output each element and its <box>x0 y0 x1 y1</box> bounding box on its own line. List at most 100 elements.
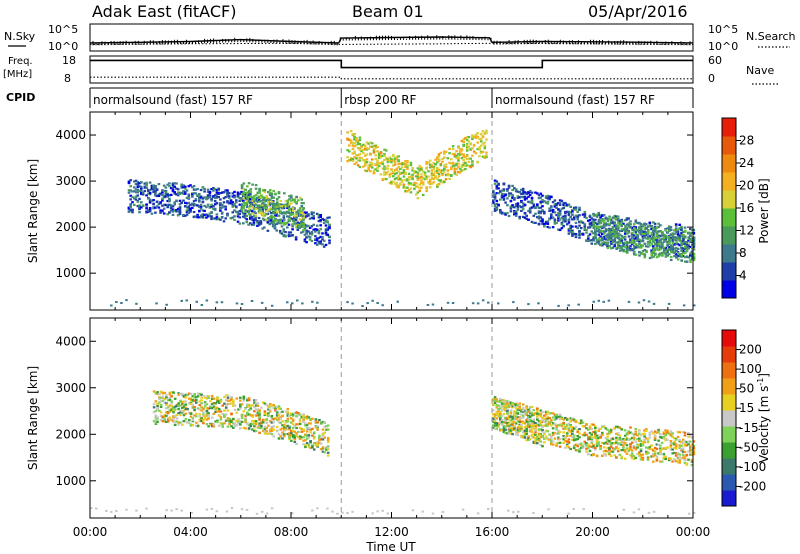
echo-pixel <box>521 192 525 195</box>
echo-pixel <box>471 302 475 305</box>
echo-pixel <box>212 207 215 211</box>
echo-pixel <box>270 216 274 219</box>
echo-pixel <box>564 416 567 420</box>
echo-pixel <box>321 420 325 424</box>
echo-pixel <box>267 415 270 418</box>
echo-pixel <box>323 425 326 428</box>
echo-pixel <box>551 210 555 213</box>
echo-pixel <box>185 209 189 212</box>
echo-pixel <box>500 189 504 192</box>
echo-pixel <box>265 430 268 433</box>
echo-pixel <box>261 429 265 432</box>
echo-pixel <box>284 426 288 429</box>
echo-pixel <box>312 442 316 445</box>
echo-pixel <box>471 160 474 163</box>
echo-pixel <box>451 147 455 151</box>
echo-pixel <box>525 197 528 200</box>
echo-pixel <box>546 225 550 229</box>
echo-pixel <box>655 245 659 248</box>
echo-pixel <box>444 150 448 153</box>
echo-pixel <box>383 168 386 171</box>
echo-pixel <box>565 210 569 213</box>
echo-pixel <box>296 228 300 231</box>
echo-pixel <box>576 449 579 452</box>
echo-pixel <box>229 202 233 205</box>
echo-pixel <box>562 224 565 228</box>
echo-pixel <box>312 435 316 438</box>
echo-pixel <box>569 227 572 230</box>
echo-pixel <box>674 223 678 226</box>
echo-pixel <box>277 214 281 217</box>
echo-pixel <box>634 226 638 229</box>
echo-pixel <box>625 218 629 221</box>
echo-pixel <box>266 229 270 232</box>
echo-pixel <box>383 173 386 176</box>
echo-pixel <box>597 240 601 243</box>
echo-pixel <box>633 250 636 253</box>
echo-pixel <box>253 401 256 404</box>
echo-pixel <box>171 205 175 208</box>
echo-pixel <box>521 403 525 406</box>
echo-pixel <box>275 204 279 207</box>
echo-pixel <box>210 217 213 220</box>
echo-pixel <box>521 191 525 194</box>
echo-pixel <box>297 226 300 229</box>
echo-pixel <box>326 216 329 219</box>
echo-pixel <box>129 198 132 201</box>
echo-pixel <box>258 409 261 412</box>
echo-pixel <box>253 430 256 433</box>
echo-pixel <box>608 234 611 237</box>
echo-pixel <box>205 206 208 209</box>
echo-pixel <box>434 158 437 161</box>
echo-pixel <box>492 398 495 401</box>
echo-pixel <box>680 233 683 236</box>
echo-pixel <box>282 235 286 238</box>
echo-pixel <box>588 427 592 430</box>
echo-pixel <box>514 433 518 436</box>
echo-pixel <box>574 206 578 209</box>
echo-pixel <box>585 444 588 447</box>
echo-pixel <box>175 182 178 185</box>
echo-pixel <box>249 198 252 201</box>
echo-pixel <box>578 448 581 451</box>
echo-pixel <box>625 244 629 247</box>
echo-pixel <box>657 236 661 239</box>
echo-pixel <box>594 426 597 430</box>
echo-pixel <box>192 192 196 195</box>
echo-pixel <box>534 191 537 194</box>
echo-pixel <box>620 249 624 252</box>
echo-pixel <box>275 212 278 215</box>
echo-pixel <box>543 222 546 226</box>
echo-pixel <box>198 408 202 411</box>
echo-pixel <box>246 403 249 406</box>
echo-pixel <box>277 208 281 211</box>
echo-pixel <box>366 302 369 305</box>
echo-pixel <box>528 189 532 193</box>
echo-pixel <box>268 428 272 431</box>
echo-pixel <box>640 227 643 230</box>
echo-pixel <box>646 233 650 236</box>
echo-pixel <box>318 442 321 445</box>
echo-pixel <box>228 420 231 423</box>
echo-pixel <box>134 195 138 198</box>
echo-pixel <box>304 444 307 447</box>
echo-pixel <box>297 412 300 415</box>
echo-pixel <box>551 440 555 443</box>
echo-pixel <box>310 233 314 236</box>
echo-pixel <box>625 227 629 230</box>
echo-pixel <box>623 232 627 235</box>
echo-pixel <box>432 173 436 176</box>
echo-pixel <box>156 403 159 406</box>
echo-pixel <box>173 423 177 426</box>
echo-pixel <box>367 142 370 145</box>
echo-pixel <box>253 425 256 428</box>
echo-pixel <box>618 221 622 224</box>
echo-pixel <box>564 216 567 219</box>
echo-pixel <box>453 172 457 175</box>
echo-pixel <box>627 231 631 234</box>
echo-pixel <box>569 205 572 208</box>
echo-pixel <box>283 429 286 432</box>
echo-pixel <box>574 233 578 236</box>
echo-pixel <box>674 224 678 227</box>
echo-pixel <box>230 402 233 405</box>
